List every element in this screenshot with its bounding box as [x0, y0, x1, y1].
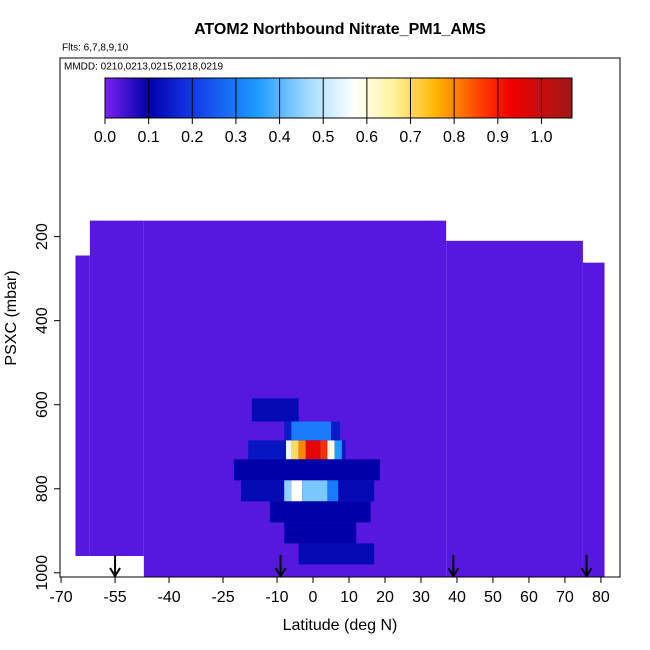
heat-cell	[286, 440, 292, 460]
x-tick-label: 50	[484, 589, 502, 606]
heat-cell	[327, 440, 335, 460]
y-tick-label: 1000	[34, 555, 51, 591]
heat-cell	[291, 421, 332, 441]
heat-cell	[269, 501, 371, 523]
heat-cell	[305, 440, 321, 460]
heat-cell	[291, 440, 299, 460]
colorbar-tick-label: 0.5	[312, 129, 334, 146]
chart-title: ATOM2 Northbound Nitrate_PM1_AMS	[194, 21, 486, 38]
colorbar-tick-label: 0.3	[225, 129, 247, 146]
heat-cell	[320, 440, 328, 460]
heat-cell	[302, 480, 328, 502]
heat-cell	[251, 398, 299, 422]
heat-cell	[582, 262, 605, 577]
heat-cell	[291, 480, 303, 502]
heat-cell	[298, 440, 306, 460]
x-tick-label: -10	[265, 589, 288, 606]
dates-label: MMDD: 0210,0213,0215,0218,0219	[64, 62, 223, 73]
x-tick-label: 20	[376, 589, 394, 606]
colorbar	[105, 78, 572, 118]
heat-cell	[233, 459, 380, 481]
colorbar-tick-label: 0.8	[443, 129, 465, 146]
heat-cell	[89, 220, 144, 556]
x-axis-label: Latitude (deg N)	[283, 617, 398, 634]
colorbar-tick-label: 1.0	[530, 129, 552, 146]
x-tick-label: 0	[309, 589, 318, 606]
x-tick-label: 30	[412, 589, 430, 606]
heat-cell	[327, 480, 339, 502]
heat-cell	[298, 543, 375, 565]
flight-arrow	[109, 555, 121, 578]
heat-cell	[284, 522, 357, 544]
x-tick-label: -55	[104, 589, 127, 606]
heat-cell	[446, 240, 583, 577]
x-tick-label: 70	[556, 589, 574, 606]
y-tick-label: 400	[34, 307, 51, 334]
y-axis-label: PSXC (mbar)	[3, 270, 20, 365]
colorbar-tick-label: 0.9	[487, 129, 509, 146]
x-tick-label: -70	[50, 589, 73, 606]
colorbar-tick-label: 0.7	[399, 129, 421, 146]
x-tick-label: -40	[157, 589, 180, 606]
x-tick-label: -25	[211, 589, 234, 606]
heat-cell	[75, 255, 90, 556]
flight-arrow	[580, 555, 593, 578]
colorbar-tick-label: 0.0	[94, 129, 116, 146]
colorbar-frame	[104, 77, 573, 119]
x-tick-label: 80	[592, 589, 610, 606]
flights-label: Flts: 6,7,8,9,10	[62, 43, 129, 54]
colorbar-tick-label: 0.6	[356, 129, 378, 146]
y-tick-label: 600	[34, 391, 51, 418]
x-tick-label: 60	[520, 589, 538, 606]
colorbar-tick-label: 0.1	[138, 129, 160, 146]
heat-cell	[334, 440, 342, 460]
y-tick-label: 800	[34, 475, 51, 502]
x-tick-label: 40	[448, 589, 466, 606]
colorbar-tick-label: 0.2	[181, 129, 203, 146]
flight-arrow	[274, 555, 287, 578]
heat-cell	[284, 480, 292, 502]
flight-arrow	[447, 555, 460, 578]
colorbar-tick-label: 0.4	[268, 129, 290, 146]
y-tick-label: 200	[34, 223, 51, 250]
x-tick-label: 10	[340, 589, 358, 606]
